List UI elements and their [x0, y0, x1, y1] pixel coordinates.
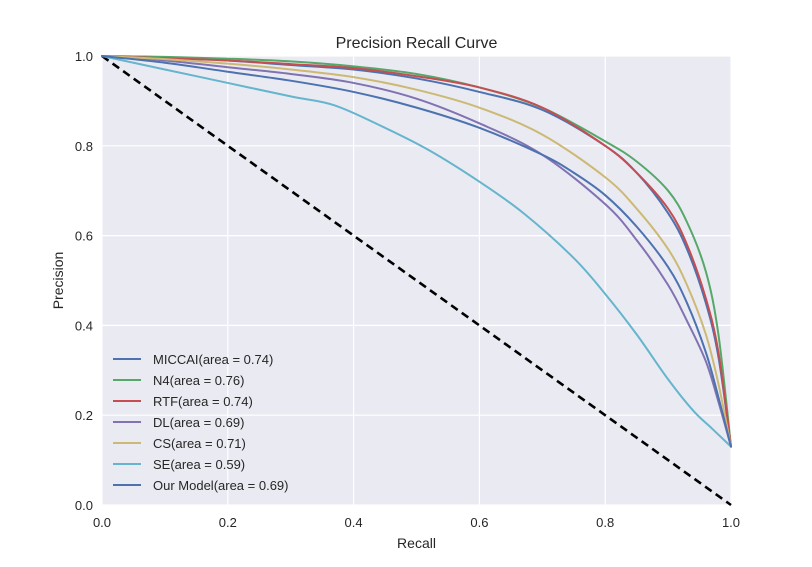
x-tick-label: 0.2 [219, 515, 237, 530]
series-line-3 [101, 55, 732, 448]
baseline-layer [101, 54, 732, 507]
y-tick-label: 0.4 [75, 318, 93, 333]
chart-title: Precision Recall Curve [336, 35, 498, 52]
y-tick-label: 0.0 [75, 498, 93, 513]
legend-label: Our Model(area = 0.69) [153, 478, 288, 493]
legend-label: RTF(area = 0.74) [153, 394, 253, 409]
series-line-7 [101, 55, 732, 448]
x-tick-label: 1.0 [722, 515, 740, 530]
legend-label: MICCAI(area = 0.74) [153, 352, 273, 367]
x-tick-label: 0.0 [93, 515, 111, 530]
tick-labels: 0.0 0.2 0.4 0.6 0.8 1.0 0.0 0.2 0.4 0.6 0.8 1.0 [75, 49, 740, 530]
legend-label: SE(area = 0.59) [153, 457, 245, 472]
x-tick-label: 0.4 [345, 515, 363, 530]
legend-label: CS(area = 0.71) [153, 436, 246, 451]
legend-label: DL(area = 0.69) [153, 415, 244, 430]
grid-lines [101, 55, 732, 506]
y-tick-label: 0.8 [75, 139, 93, 154]
series-line-6 [101, 55, 732, 448]
legend: MICCAI(area = 0.74) N4(area = 0.76) RTF(ar… [113, 352, 288, 493]
baseline-dashed-line [101, 54, 732, 507]
series-layer [101, 55, 732, 448]
x-tick-label: 0.8 [596, 515, 614, 530]
y-tick-label: 0.2 [75, 408, 93, 423]
x-tick-label: 0.6 [470, 515, 488, 530]
series-line-5 [101, 55, 732, 448]
legend-label: N4(area = 0.76) [153, 373, 244, 388]
y-tick-label: 0.6 [75, 229, 93, 244]
y-axis-label: Precision [50, 252, 66, 310]
x-axis-label: Recall [397, 535, 436, 551]
y-tick-label: 1.0 [75, 49, 93, 64]
